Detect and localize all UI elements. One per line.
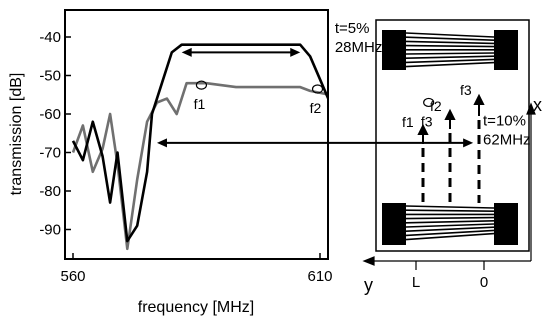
tick-label-L: L: [412, 274, 420, 291]
double-arrow-0-left-head: [181, 47, 192, 57]
y-tick-label-2: -60: [39, 106, 61, 123]
label-f2: f2: [430, 98, 442, 114]
bottom-finger-3: [405, 216, 495, 220]
series-1-line: [71, 81, 328, 251]
tick-label-0: 0: [480, 274, 488, 291]
top-fingers: [405, 32, 495, 68]
axis-label-x: x: [533, 95, 542, 115]
marker-label-f2: f2: [310, 100, 322, 116]
marker-f3: [423, 97, 435, 108]
y-tick-label-4: -80: [39, 183, 61, 200]
ticks-layer: 560610660-40-50-60-70-80-90: [39, 29, 332, 285]
top-finger-7: [405, 58, 495, 64]
top-finger-3: [405, 44, 495, 48]
series-0-line: [71, 43, 328, 243]
x-axis-title: frequency [MHz]: [138, 299, 254, 316]
top-transducer: [382, 30, 518, 70]
bottom-finger-5: [405, 223, 495, 228]
double-arrow-0-right-head: [290, 47, 301, 57]
y-tick-label-3: -70: [39, 145, 61, 162]
x-axis-arrowhead: [526, 102, 536, 115]
bottom-finger-6: [405, 226, 495, 232]
top-finger-0: [405, 32, 495, 38]
plot-frame: [64, 9, 329, 260]
bottom-finger-4: [405, 220, 495, 224]
annotation-1-line-1: 62MHz: [483, 132, 531, 149]
y-tick-label-0: -40: [39, 29, 61, 46]
marker-label-f1: f1: [194, 96, 206, 112]
top-finger-2: [405, 40, 495, 45]
label-f1: f1: [402, 114, 414, 130]
bottom-right-pad: [494, 203, 518, 245]
x-tick-label-1: 610: [307, 268, 332, 285]
annotation-0-line-1: 28MHz: [335, 39, 383, 56]
series-layer: [71, 43, 328, 251]
top-finger-8: [405, 61, 495, 68]
annotation-0-line-0: t=5%: [335, 20, 370, 37]
top-finger-1: [405, 36, 495, 41]
bottom-transducer: [382, 203, 518, 245]
bottom-left-pad: [382, 203, 406, 245]
marker-f1: [195, 80, 208, 90]
y-axis-arrowhead: [362, 256, 375, 266]
arrowhead-f2: [444, 108, 456, 120]
marker-f2: [311, 84, 324, 94]
annotation-1-line-0: t=10%: [483, 113, 526, 130]
arrowhead-f3: [473, 93, 485, 105]
top-left-pad: [382, 30, 406, 70]
label-f3: f3: [460, 82, 472, 98]
top-finger-5: [405, 52, 495, 55]
coordinate-axes: [362, 102, 536, 270]
resonance-columns: [421, 120, 481, 203]
y-tick-label-5: -90: [39, 222, 61, 239]
axis-label-y: y: [364, 275, 373, 295]
bottom-finger-7: [405, 229, 495, 237]
annotations-layer: t=5% 28MHz t=10% 62MHz: [335, 20, 531, 148]
bottom-finger-0: [405, 205, 495, 209]
double-arrow-1-right-head: [463, 138, 474, 148]
bottom-finger-1: [405, 209, 495, 212]
double-arrow-1-left-head: [156, 138, 167, 148]
column-arrows: [417, 93, 485, 144]
top-right-pad: [494, 30, 518, 70]
arrowhead-f1: [417, 123, 429, 135]
y-axis-title: transmission [dB]: [8, 73, 25, 196]
top-finger-6: [405, 55, 495, 59]
schematic-frame: [375, 19, 530, 252]
bottom-finger-8: [405, 232, 495, 241]
arrows-layer: [156, 47, 474, 148]
y-tick-label-1: -50: [39, 68, 61, 85]
marker-label-f3: f3: [421, 113, 433, 129]
bottom-fingers: [405, 205, 495, 241]
schematic: f1 f2 f3 x y L 0: [362, 19, 542, 295]
markers-layer: f1 f2 f3: [194, 80, 435, 129]
x-tick-label-0: 560: [60, 268, 85, 285]
